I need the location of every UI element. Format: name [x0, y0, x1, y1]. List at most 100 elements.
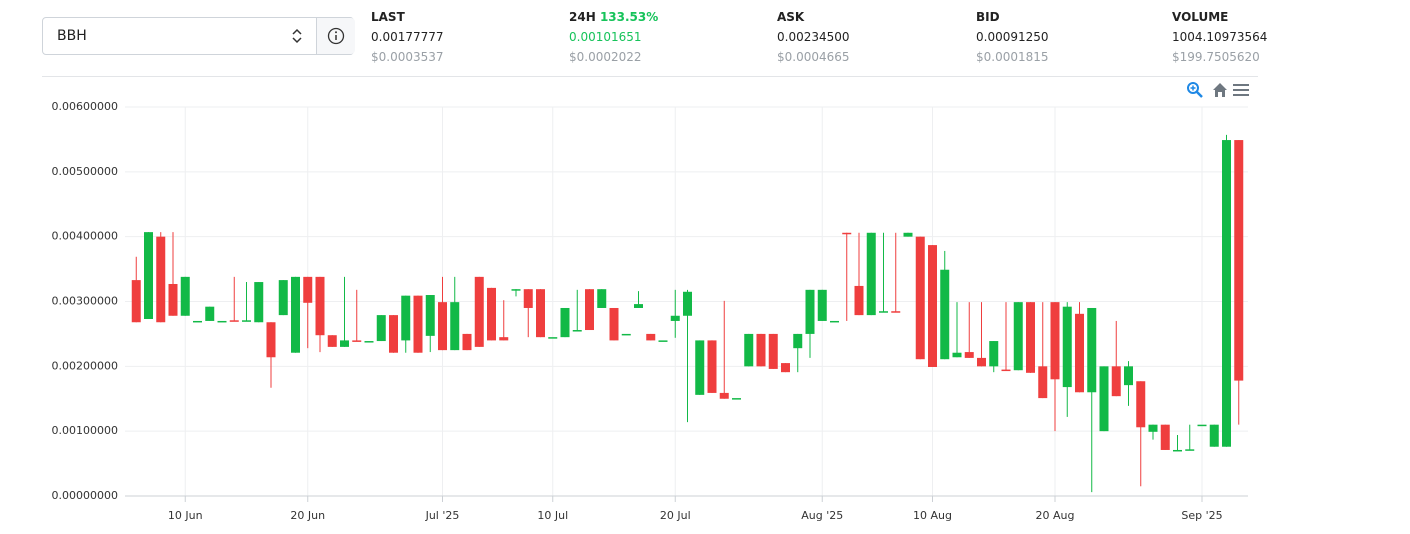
candle-body	[1111, 366, 1121, 397]
chart: 0.00000000 0.00100000 0.00200000 0.00300000…	[52, 100, 1248, 522]
stat-usd: $0.0003537	[371, 50, 444, 64]
candle-body	[768, 333, 778, 369]
x-tick-label: 20 Aug	[1036, 509, 1075, 522]
candle-body	[585, 289, 594, 331]
candle-body	[781, 363, 790, 373]
candle-body	[817, 289, 827, 321]
stat-value: 1004.10973564	[1172, 30, 1268, 44]
stat-label-row: BID	[976, 10, 1049, 30]
candle-body	[474, 276, 484, 347]
candle-body	[915, 236, 925, 360]
x-tick-label: 20 Jul	[660, 509, 691, 522]
candle-body	[1160, 424, 1170, 450]
candle-body	[805, 289, 815, 334]
candle-body	[1148, 424, 1158, 432]
market-value: BBH	[57, 28, 87, 44]
candle-body	[670, 315, 680, 321]
x-tick-label: Aug '25	[801, 509, 843, 522]
candle-body	[1026, 302, 1035, 373]
stat-label: BID	[976, 10, 1000, 24]
candle-body	[242, 320, 251, 322]
candle-body	[830, 320, 839, 323]
candle-body	[756, 333, 766, 367]
stat-usd-row: $0.0001815	[976, 50, 1049, 64]
divider	[42, 76, 1258, 77]
candle-body	[1038, 366, 1048, 399]
candle-body	[940, 269, 950, 360]
stat-value: 0.00177777	[371, 30, 444, 44]
candle-body	[511, 289, 521, 291]
candle-body	[376, 315, 386, 342]
y-tick-label: 0.00200000	[52, 359, 118, 372]
home-button[interactable]	[1211, 81, 1229, 99]
candle-body	[732, 398, 741, 400]
candle-body	[1197, 424, 1207, 427]
stat-column: LAST 0.00177777 $0.0003537	[371, 10, 444, 64]
stat-label-row: 24H 133.53%	[569, 10, 658, 30]
candle-body	[1185, 449, 1195, 451]
candle-body	[842, 232, 852, 235]
candle-body	[499, 337, 509, 341]
candle-body	[683, 291, 692, 316]
x-tick-label: 10 Jun	[168, 509, 203, 522]
x-tick-label: 10 Jul	[537, 509, 568, 522]
stat-usd-row: $0.0004665	[777, 50, 850, 64]
candle-body	[389, 315, 398, 353]
market-select[interactable]: BBH	[42, 17, 355, 55]
candle-body	[1234, 140, 1244, 381]
info-button[interactable]	[316, 18, 355, 54]
candle-body	[854, 285, 864, 316]
candle-body	[413, 295, 423, 353]
stat-value: 0.00101651	[569, 30, 642, 44]
candle-body	[707, 340, 717, 393]
stat-usd-row: $0.0003537	[371, 50, 444, 64]
x-tick-label: Sep '25	[1181, 509, 1222, 522]
stat-usd: $0.0002022	[569, 50, 642, 64]
stat-usd-row: $0.0002022	[569, 50, 658, 64]
candle-body	[1209, 424, 1219, 447]
stat-value-row: 0.00177777	[371, 30, 444, 50]
stat-label-row: LAST	[371, 10, 444, 30]
stat-change: 133.53%	[599, 10, 659, 24]
candle-body	[156, 236, 166, 323]
stat-label: LAST	[371, 10, 405, 24]
candle-body	[303, 276, 313, 303]
stat-usd: $0.0004665	[777, 50, 850, 64]
candle-body	[229, 320, 239, 322]
candle-body	[1099, 366, 1109, 432]
candle-body	[658, 340, 668, 342]
candle-body	[989, 341, 999, 367]
candle-body	[1001, 369, 1011, 372]
candle-body	[977, 357, 986, 367]
candle-body	[438, 302, 447, 351]
stat-column: BID 0.00091250 $0.0001815	[976, 10, 1049, 64]
candle-body	[315, 276, 325, 336]
menu-button[interactable]	[1232, 81, 1250, 99]
candle-body	[1062, 306, 1072, 388]
candle-body	[1050, 302, 1060, 380]
candle-body	[646, 333, 656, 341]
stat-column: ASK 0.00234500 $0.0004665	[777, 10, 850, 64]
stat-label: 24H	[569, 10, 596, 24]
candle-body	[719, 392, 729, 399]
candle-body	[340, 340, 349, 347]
candle-body	[487, 287, 496, 341]
candle-body	[879, 311, 888, 313]
candle-body	[401, 295, 411, 341]
candle-body	[866, 232, 876, 316]
x-tick-label: 10 Aug	[913, 509, 952, 522]
candle-body	[523, 289, 533, 308]
stat-value: 0.00234500	[777, 30, 850, 44]
candle-body	[1173, 449, 1182, 452]
y-tick-label: 0.00300000	[52, 295, 118, 308]
candle-body	[144, 232, 153, 320]
candle-body	[450, 302, 460, 351]
y-tick-label: 0.00000000	[52, 489, 118, 502]
candle-body	[548, 337, 558, 339]
candle-body	[964, 352, 974, 358]
candle-body	[291, 276, 300, 353]
candle-body	[793, 333, 803, 349]
zoom-button[interactable]	[1186, 81, 1204, 99]
candle-body	[1087, 307, 1097, 393]
